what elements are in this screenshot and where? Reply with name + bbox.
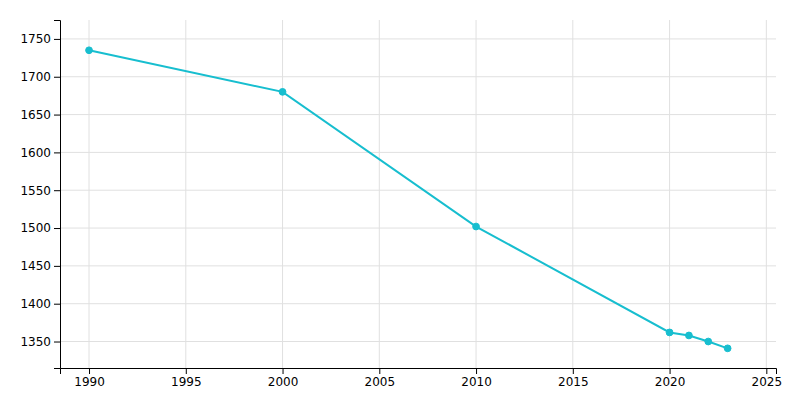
tick-mark	[54, 190, 60, 191]
tick: 2015	[558, 368, 589, 389]
grid-line-x	[379, 20, 380, 368]
tick: 2000	[268, 368, 299, 389]
tick-label: 2015	[558, 375, 589, 389]
plot-area: 1990 1995 2000 2005 2010 2015 2020 2025 1350 1400…	[20, 20, 782, 389]
tick-mark	[573, 368, 574, 374]
tick: 1550	[20, 184, 60, 198]
tick-label: 1750	[20, 32, 51, 46]
tick-mark	[476, 368, 477, 374]
tick-mark	[54, 342, 60, 343]
grid-line-x	[282, 20, 283, 368]
tick: 1600	[20, 146, 60, 160]
tick: 1995	[171, 368, 202, 389]
grid-line-y	[60, 38, 776, 39]
tick-mark	[54, 228, 60, 229]
marker	[279, 88, 286, 95]
tick-label: 1650	[20, 108, 51, 122]
tick-label: 1350	[20, 335, 51, 349]
grid-line-y	[60, 341, 776, 342]
tick-label: 1990	[74, 375, 105, 389]
tick-label: 1550	[20, 184, 51, 198]
tick-mark	[283, 368, 284, 374]
series	[86, 47, 731, 352]
tick-label: 1600	[20, 146, 51, 160]
grid-line-x	[572, 20, 573, 368]
tick-mark	[379, 368, 380, 374]
tick-label: 1995	[171, 375, 202, 389]
tick-mark	[54, 77, 60, 78]
tick: 1350	[20, 335, 60, 349]
tick-label: 2010	[461, 375, 492, 389]
tick-label: 2025	[752, 375, 783, 389]
line	[89, 50, 728, 348]
marker	[86, 47, 93, 54]
tick-mark	[54, 152, 60, 153]
tick: 1450	[20, 259, 60, 273]
tick-label: 1400	[20, 297, 51, 311]
y-axis: 1350 1400 1450 1500 1550 1600 1650 1700 1750	[20, 21, 60, 369]
marker	[705, 338, 712, 345]
grid-line-x	[89, 20, 90, 368]
tick-mark	[54, 304, 60, 305]
tick: 2025	[752, 368, 783, 389]
tick-mark	[54, 266, 60, 267]
tick-mark	[89, 368, 90, 374]
grid	[60, 20, 776, 368]
tick-mark	[670, 368, 671, 374]
tick-mark	[54, 39, 60, 40]
grid-line-x	[766, 20, 767, 368]
tick-label: 1700	[20, 70, 51, 84]
axis-line	[54, 21, 61, 369]
grid-line-y	[60, 303, 776, 304]
grid-line-y	[60, 152, 776, 153]
tick-mark	[186, 368, 187, 374]
tick-mark	[54, 115, 60, 116]
tick: 2005	[365, 368, 396, 389]
marker	[473, 223, 480, 230]
marker	[686, 332, 693, 339]
x-axis: 1990 1995 2000 2005 2010 2015 2020 2025	[61, 368, 783, 389]
grid-line-y	[60, 265, 776, 266]
tick: 2020	[655, 368, 686, 389]
tick-label: 2000	[268, 375, 299, 389]
tick-mark	[766, 368, 767, 374]
chart-container: 1990 1995 2000 2005 2010 2015 2020 2025 1350 1400…	[0, 0, 800, 400]
tick-label: 1450	[20, 259, 51, 273]
grid-line-x	[185, 20, 186, 368]
tick: 1700	[20, 70, 60, 84]
tick-label: 2005	[365, 375, 396, 389]
tick: 2010	[461, 368, 492, 389]
tick: 1500	[20, 221, 60, 235]
tick-label: 1500	[20, 221, 51, 235]
tick: 1750	[20, 32, 60, 46]
tick: 1400	[20, 297, 60, 311]
tick: 1990	[74, 368, 105, 389]
tick: 1650	[20, 108, 60, 122]
grid-line-x	[476, 20, 477, 368]
grid-line-x	[669, 20, 670, 368]
axis-line	[61, 369, 777, 375]
marker	[724, 345, 731, 352]
grid-line-y	[60, 228, 776, 229]
grid-line-y	[60, 76, 776, 77]
marker	[666, 329, 673, 336]
chart-svg: 1990 1995 2000 2005 2010 2015 2020 2025 1350 1400…	[0, 0, 800, 400]
tick-label: 2020	[655, 375, 686, 389]
grid-line-y	[60, 190, 776, 191]
grid-line-y	[60, 114, 776, 115]
